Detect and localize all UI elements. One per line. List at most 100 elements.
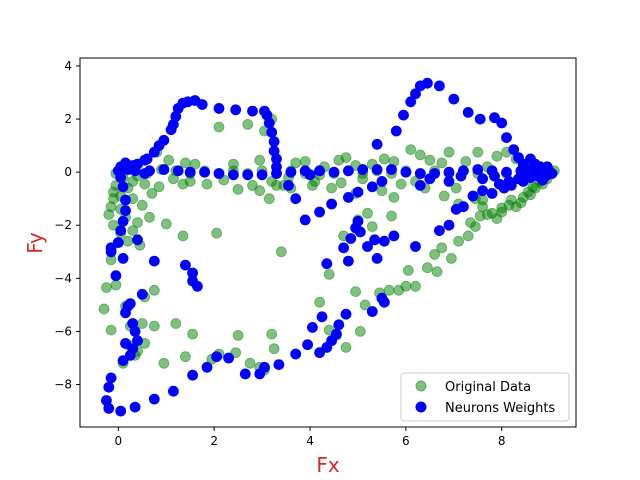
point-original-data	[110, 279, 122, 291]
point-neurons-weights	[314, 165, 326, 177]
point-neurons-weights	[211, 351, 223, 363]
legend-box	[400, 372, 570, 422]
point-neurons-weights	[213, 168, 225, 179]
point-neurons-weights	[443, 219, 455, 231]
point-neurons-weights	[306, 321, 318, 333]
point-original-data	[201, 178, 213, 190]
point-neurons-weights	[132, 335, 143, 347]
point-original-data	[462, 230, 474, 242]
point-original-data	[405, 144, 417, 156]
point-neurons-weights	[263, 117, 275, 129]
legend-label-neurons-weights: Neurons Weights	[445, 401, 555, 416]
point-original-data	[314, 296, 326, 308]
point-neurons-weights	[117, 355, 129, 367]
point-neurons-weights	[191, 280, 203, 292]
point-neurons-weights	[342, 191, 354, 203]
point-original-data	[122, 235, 134, 247]
point-original-data	[362, 207, 373, 219]
point-neurons-weights	[457, 201, 469, 213]
point-neurons-weights	[223, 352, 235, 364]
point-neurons-weights	[304, 169, 316, 181]
point-original-data	[148, 284, 160, 296]
point-original-data	[148, 320, 160, 332]
point-neurons-weights	[285, 166, 297, 178]
point-neurons-weights	[103, 381, 115, 393]
point-neurons-weights	[148, 393, 160, 405]
point-original-data	[232, 329, 244, 341]
point-neurons-weights	[112, 237, 124, 248]
point-neurons-weights	[141, 153, 153, 165]
point-original-data	[268, 343, 280, 355]
point-neurons-weights	[129, 401, 141, 413]
point-neurons-weights	[115, 225, 127, 237]
point-original-data	[108, 219, 119, 231]
y-tick-label: −4	[54, 271, 72, 285]
point-original-data	[436, 157, 448, 169]
point-original-data	[266, 175, 278, 187]
point-neurons-weights	[254, 368, 266, 380]
axes-frame	[79, 57, 577, 428]
point-neurons-weights	[342, 165, 354, 177]
point-original-data	[105, 324, 117, 336]
point-neurons-weights	[421, 77, 433, 89]
point-neurons-weights	[501, 132, 512, 144]
point-neurons-weights	[378, 296, 390, 308]
point-neurons-weights	[410, 241, 421, 252]
point-neurons-weights	[338, 242, 350, 254]
point-neurons-weights	[239, 368, 251, 380]
point-original-data	[445, 252, 457, 264]
point-neurons-weights	[179, 259, 191, 271]
y-tick-label: 4	[64, 59, 72, 73]
point-neurons-weights	[328, 166, 340, 178]
x-tick-label: 4	[306, 434, 314, 448]
point-neurons-weights	[105, 242, 117, 254]
point-original-data	[139, 178, 151, 190]
point-neurons-weights	[120, 194, 131, 206]
point-original-data	[213, 121, 225, 133]
point-neurons-weights	[314, 347, 326, 359]
point-neurons-weights	[366, 306, 378, 317]
point-original-data	[163, 154, 175, 166]
x-tick-label: 8	[498, 434, 506, 448]
point-original-data	[335, 177, 347, 189]
x-tick-label: 6	[402, 434, 410, 448]
ticks-layer: 0 2 4 6 8 −8 −6 −4 −2 0 2 4	[54, 59, 505, 448]
point-original-data	[354, 325, 366, 337]
point-original-data	[132, 217, 143, 229]
point-neurons-weights	[321, 258, 333, 270]
point-neurons-weights	[158, 134, 170, 146]
point-original-data	[453, 235, 465, 247]
point-neurons-weights	[158, 164, 170, 175]
point-neurons-weights	[414, 179, 426, 191]
point-neurons-weights	[352, 215, 364, 227]
point-original-data	[144, 211, 155, 223]
point-neurons-weights	[326, 198, 338, 210]
point-original-data	[158, 357, 170, 369]
point-original-data	[136, 318, 148, 329]
point-original-data	[160, 218, 172, 230]
point-neurons-weights	[148, 255, 160, 267]
point-neurons-weights	[513, 173, 524, 185]
y-tick-label: −2	[54, 218, 72, 232]
point-neurons-weights	[467, 190, 479, 202]
point-original-data	[254, 154, 266, 166]
point-original-data	[376, 185, 388, 197]
point-original-data	[179, 351, 191, 363]
point-neurons-weights	[115, 405, 127, 417]
point-original-data	[170, 318, 182, 329]
point-neurons-weights	[489, 170, 500, 182]
point-original-data	[505, 194, 517, 206]
point-neurons-weights	[302, 339, 314, 351]
point-neurons-weights	[352, 186, 364, 198]
point-neurons-weights	[369, 234, 381, 246]
point-neurons-weights	[117, 252, 129, 264]
point-neurons-weights	[489, 112, 500, 124]
point-original-data	[242, 119, 254, 130]
point-neurons-weights	[493, 178, 505, 190]
point-original-data	[366, 221, 378, 233]
y-tick-label: 2	[64, 112, 72, 126]
point-neurons-weights	[127, 318, 139, 329]
point-neurons-weights	[124, 298, 136, 310]
point-original-data	[326, 182, 338, 194]
point-neurons-weights	[390, 125, 402, 137]
